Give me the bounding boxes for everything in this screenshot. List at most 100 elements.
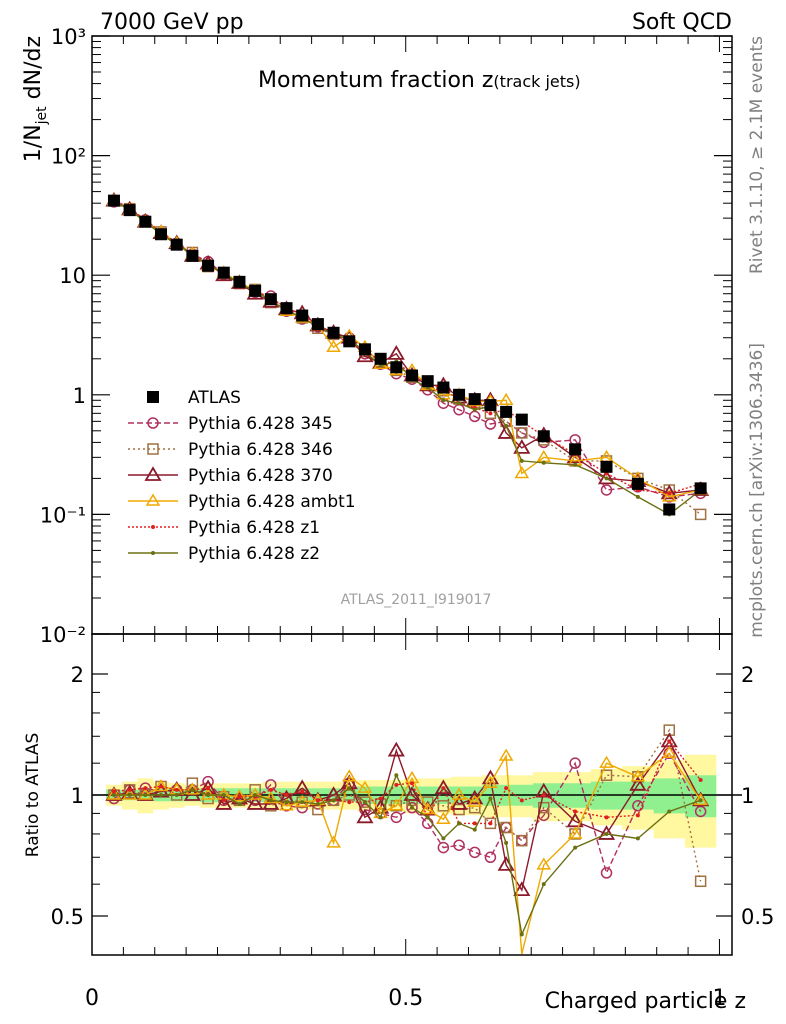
ratio-series-4-marker bbox=[420, 802, 436, 815]
header-left: 7000 GeV pp bbox=[100, 10, 244, 35]
series-3-marker bbox=[566, 448, 584, 464]
ratio-panel: 0 0.5 1 0.5 0.5 1 1 2 2 Ratio to ATLAS Charged p… bbox=[23, 633, 774, 1014]
ratio-series-4-marker bbox=[567, 826, 583, 839]
series-2-marker bbox=[694, 508, 707, 521]
ratio-series-1-marker bbox=[359, 803, 371, 816]
ratio-series-4-marker bbox=[661, 745, 677, 759]
legend-6-marker bbox=[151, 551, 155, 555]
legend-1-marker bbox=[147, 417, 159, 429]
series-0-marker bbox=[500, 405, 513, 418]
ratio-series-5-marker bbox=[300, 789, 305, 794]
series-0-marker bbox=[170, 238, 183, 251]
mcplots-label: mcplots.cern.ch [arXiv:1306.3436] bbox=[747, 343, 767, 638]
series-5-marker bbox=[488, 411, 493, 416]
main-ylabel: 1/Njet dN/dz bbox=[21, 36, 50, 162]
series-4-marker bbox=[514, 465, 530, 479]
series-5-marker bbox=[667, 491, 672, 496]
series-0-marker bbox=[537, 430, 550, 443]
ratio-series-1-marker bbox=[421, 817, 434, 830]
ratio-series-6-marker bbox=[698, 798, 703, 803]
ratio-series-6-marker bbox=[159, 793, 164, 797]
ratio-series-4-marker bbox=[153, 779, 169, 792]
ratio-series-6-marker bbox=[221, 793, 226, 797]
series-6-marker bbox=[504, 423, 509, 428]
legend-3-marker bbox=[144, 466, 162, 481]
series-0-marker bbox=[217, 266, 230, 279]
ratio-series-6-marker bbox=[347, 786, 352, 791]
ratio-series-4-marker bbox=[106, 787, 122, 800]
series-0-marker bbox=[663, 503, 676, 516]
ratio-series-1-marker bbox=[600, 867, 613, 879]
ratio-series-6-marker bbox=[573, 845, 578, 850]
series-0-marker bbox=[468, 393, 481, 406]
ratio-series-6-marker bbox=[300, 800, 305, 805]
analysis-label: ATLAS_2011_I919017 bbox=[341, 592, 492, 608]
ratio-series-4-marker bbox=[122, 787, 137, 800]
series-0-marker bbox=[202, 259, 215, 272]
ratio-series-1-marker bbox=[437, 841, 450, 854]
ratio-series-4-marker bbox=[467, 794, 483, 807]
ratio-series-5-marker bbox=[635, 813, 640, 818]
legend-2-marker bbox=[147, 443, 159, 455]
ratio-series-4-marker bbox=[436, 811, 451, 825]
ratio-series-3-marker bbox=[356, 808, 374, 824]
ratio-series-3-marker bbox=[246, 795, 264, 810]
ratio-series-1-marker bbox=[694, 805, 707, 818]
ratio-series-3-marker bbox=[629, 776, 647, 791]
series-0-marker bbox=[515, 413, 528, 426]
ratio-series-5-marker bbox=[237, 794, 242, 799]
ratio-series-6-marker bbox=[127, 793, 132, 797]
ratio-series-2-marker bbox=[694, 875, 707, 888]
series-3-marker bbox=[660, 484, 678, 500]
main-title-sub: (track jets) bbox=[493, 72, 580, 91]
ratio-series-4-marker bbox=[498, 748, 514, 761]
series-0-marker bbox=[296, 309, 309, 322]
ratio-series-5-marker bbox=[143, 786, 148, 791]
ratio-series-1-marker bbox=[516, 834, 528, 847]
ratio-series-4-marker bbox=[357, 780, 373, 793]
series-1-marker bbox=[600, 484, 613, 496]
x-tick-label: 0.5 bbox=[388, 986, 423, 1011]
ratio-series-6-marker bbox=[394, 773, 399, 778]
series-6-marker bbox=[573, 462, 578, 467]
main-title-text: Momentum fraction bbox=[258, 68, 482, 93]
series-0-marker bbox=[311, 318, 324, 331]
ratio-series-6-marker bbox=[237, 801, 242, 806]
main-title-z: z bbox=[482, 68, 494, 93]
series-4-marker bbox=[326, 339, 341, 352]
ratio-series-6-marker bbox=[472, 827, 477, 832]
ratio-series-3-marker bbox=[566, 812, 584, 828]
ratio-series-6-marker bbox=[315, 801, 320, 806]
series-0-marker bbox=[631, 477, 644, 490]
ratio-series-6-marker bbox=[635, 836, 640, 841]
ratio-series-5-marker bbox=[347, 800, 352, 805]
ratio-series-4-marker bbox=[232, 789, 247, 802]
legend-5-marker bbox=[151, 525, 155, 529]
main-panel: 10⁻² 10⁻¹ 1 10 10² 10³ Momentum fraction z(tr… bbox=[21, 25, 733, 647]
ratio-series-5-marker bbox=[504, 786, 509, 791]
ratio-series-6-marker bbox=[488, 796, 493, 801]
series-6-marker bbox=[541, 460, 546, 465]
ratio-series-2-marker bbox=[516, 834, 528, 847]
ratio-series-4-marker bbox=[341, 769, 357, 782]
legend-label-5: Pythia 6.428 z1 bbox=[188, 518, 320, 538]
ratio-series-5-marker bbox=[541, 793, 546, 797]
series-3-marker bbox=[387, 345, 405, 360]
ratio-series-6-marker bbox=[253, 793, 258, 797]
rivet-label: Rivet 3.1.10, ≥ 2.1M events bbox=[747, 36, 767, 274]
legend-label-6: Pythia 6.428 z2 bbox=[188, 544, 320, 564]
ratio-series-4-marker bbox=[185, 782, 200, 795]
ratio-series-1-marker bbox=[569, 757, 581, 769]
main-y-ticks: 10⁻² 10⁻¹ 1 10 10² 10³ bbox=[40, 25, 732, 647]
ratio-y-tick-label-right: 0.5 bbox=[741, 905, 774, 929]
series-0-marker bbox=[484, 399, 497, 412]
series-0-marker bbox=[437, 381, 450, 394]
ratio-series-4-marker bbox=[326, 835, 341, 848]
ratio-y-tick-label-right: 2 bbox=[741, 663, 754, 687]
y-tick-label: 10² bbox=[51, 145, 86, 169]
series-0-marker bbox=[421, 375, 434, 388]
header-right: Soft QCD bbox=[632, 10, 732, 35]
ratio-series-5-marker bbox=[268, 787, 273, 792]
ratio-series-2-marker bbox=[437, 800, 450, 812]
ratio-series-1-marker bbox=[453, 839, 465, 851]
